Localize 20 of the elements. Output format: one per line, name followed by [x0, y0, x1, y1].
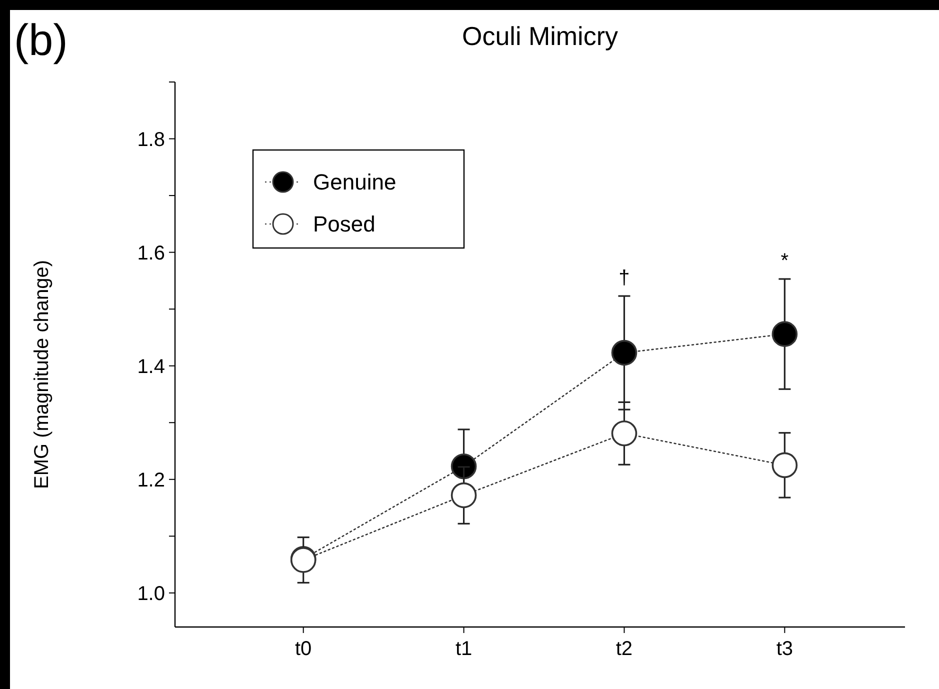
- y-tick-label: 1.8: [137, 128, 165, 151]
- point: [450, 482, 477, 508]
- legend-label: Posed: [313, 212, 376, 237]
- point: [611, 340, 638, 366]
- annotation: †: [618, 267, 630, 290]
- y-axis-title: EMG (magnitude change): [31, 260, 53, 490]
- y-tick-label: 1.0: [137, 582, 165, 605]
- y-tick-label: 1.6: [137, 242, 165, 264]
- y-tick-label: 1.2: [137, 469, 165, 492]
- x-tick-label: t2: [616, 638, 633, 660]
- point: [450, 453, 477, 480]
- y-tick-label: 1.4: [137, 356, 165, 378]
- legend-label: Genuine: [313, 170, 396, 195]
- chart-title: Oculi Mimicry: [462, 21, 618, 51]
- x-tick-label: t1: [455, 638, 472, 660]
- text: (b): [14, 16, 68, 65]
- point: [772, 321, 798, 347]
- x-tick-label: t0: [295, 638, 312, 660]
- x-tick-label: t3: [776, 638, 794, 660]
- annotation: *: [780, 250, 789, 272]
